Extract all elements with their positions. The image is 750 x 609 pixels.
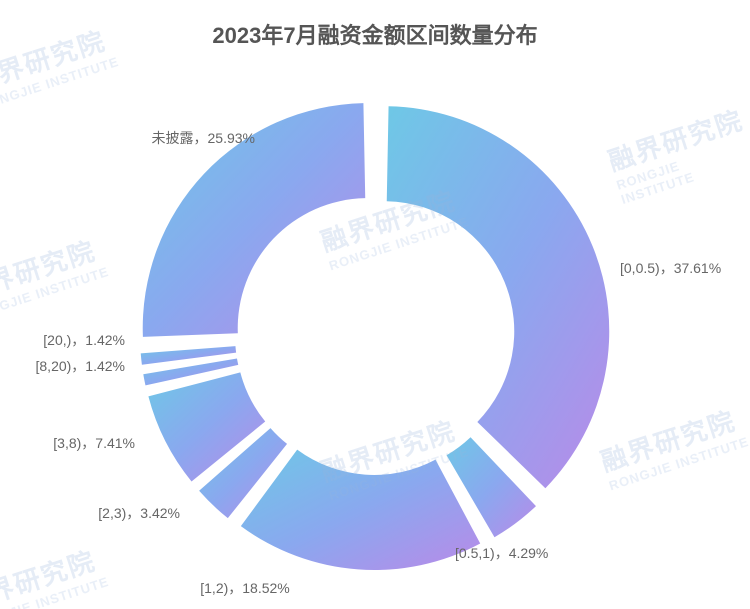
slice-label-[1,2): [1,2)，18.52% bbox=[200, 578, 290, 598]
slice-label-[8,20): [8,20)，1.42% bbox=[36, 356, 126, 376]
slice-[1,2) bbox=[241, 450, 480, 570]
slice-label-未披露: 未披露，25.93% bbox=[152, 128, 255, 148]
slice-label-[0.5,1): [0.5,1)，4.29% bbox=[455, 543, 548, 563]
slice-label-[0,0.5): [0,0.5)，37.61% bbox=[620, 258, 721, 278]
slice-label-[2,3): [2,3)，3.42% bbox=[98, 503, 180, 523]
slice-[0,0.5) bbox=[387, 106, 610, 488]
slice-label-[3,8): [3,8)，7.41% bbox=[53, 433, 135, 453]
slice-label-[20,): [20,)，1.42% bbox=[43, 330, 125, 350]
